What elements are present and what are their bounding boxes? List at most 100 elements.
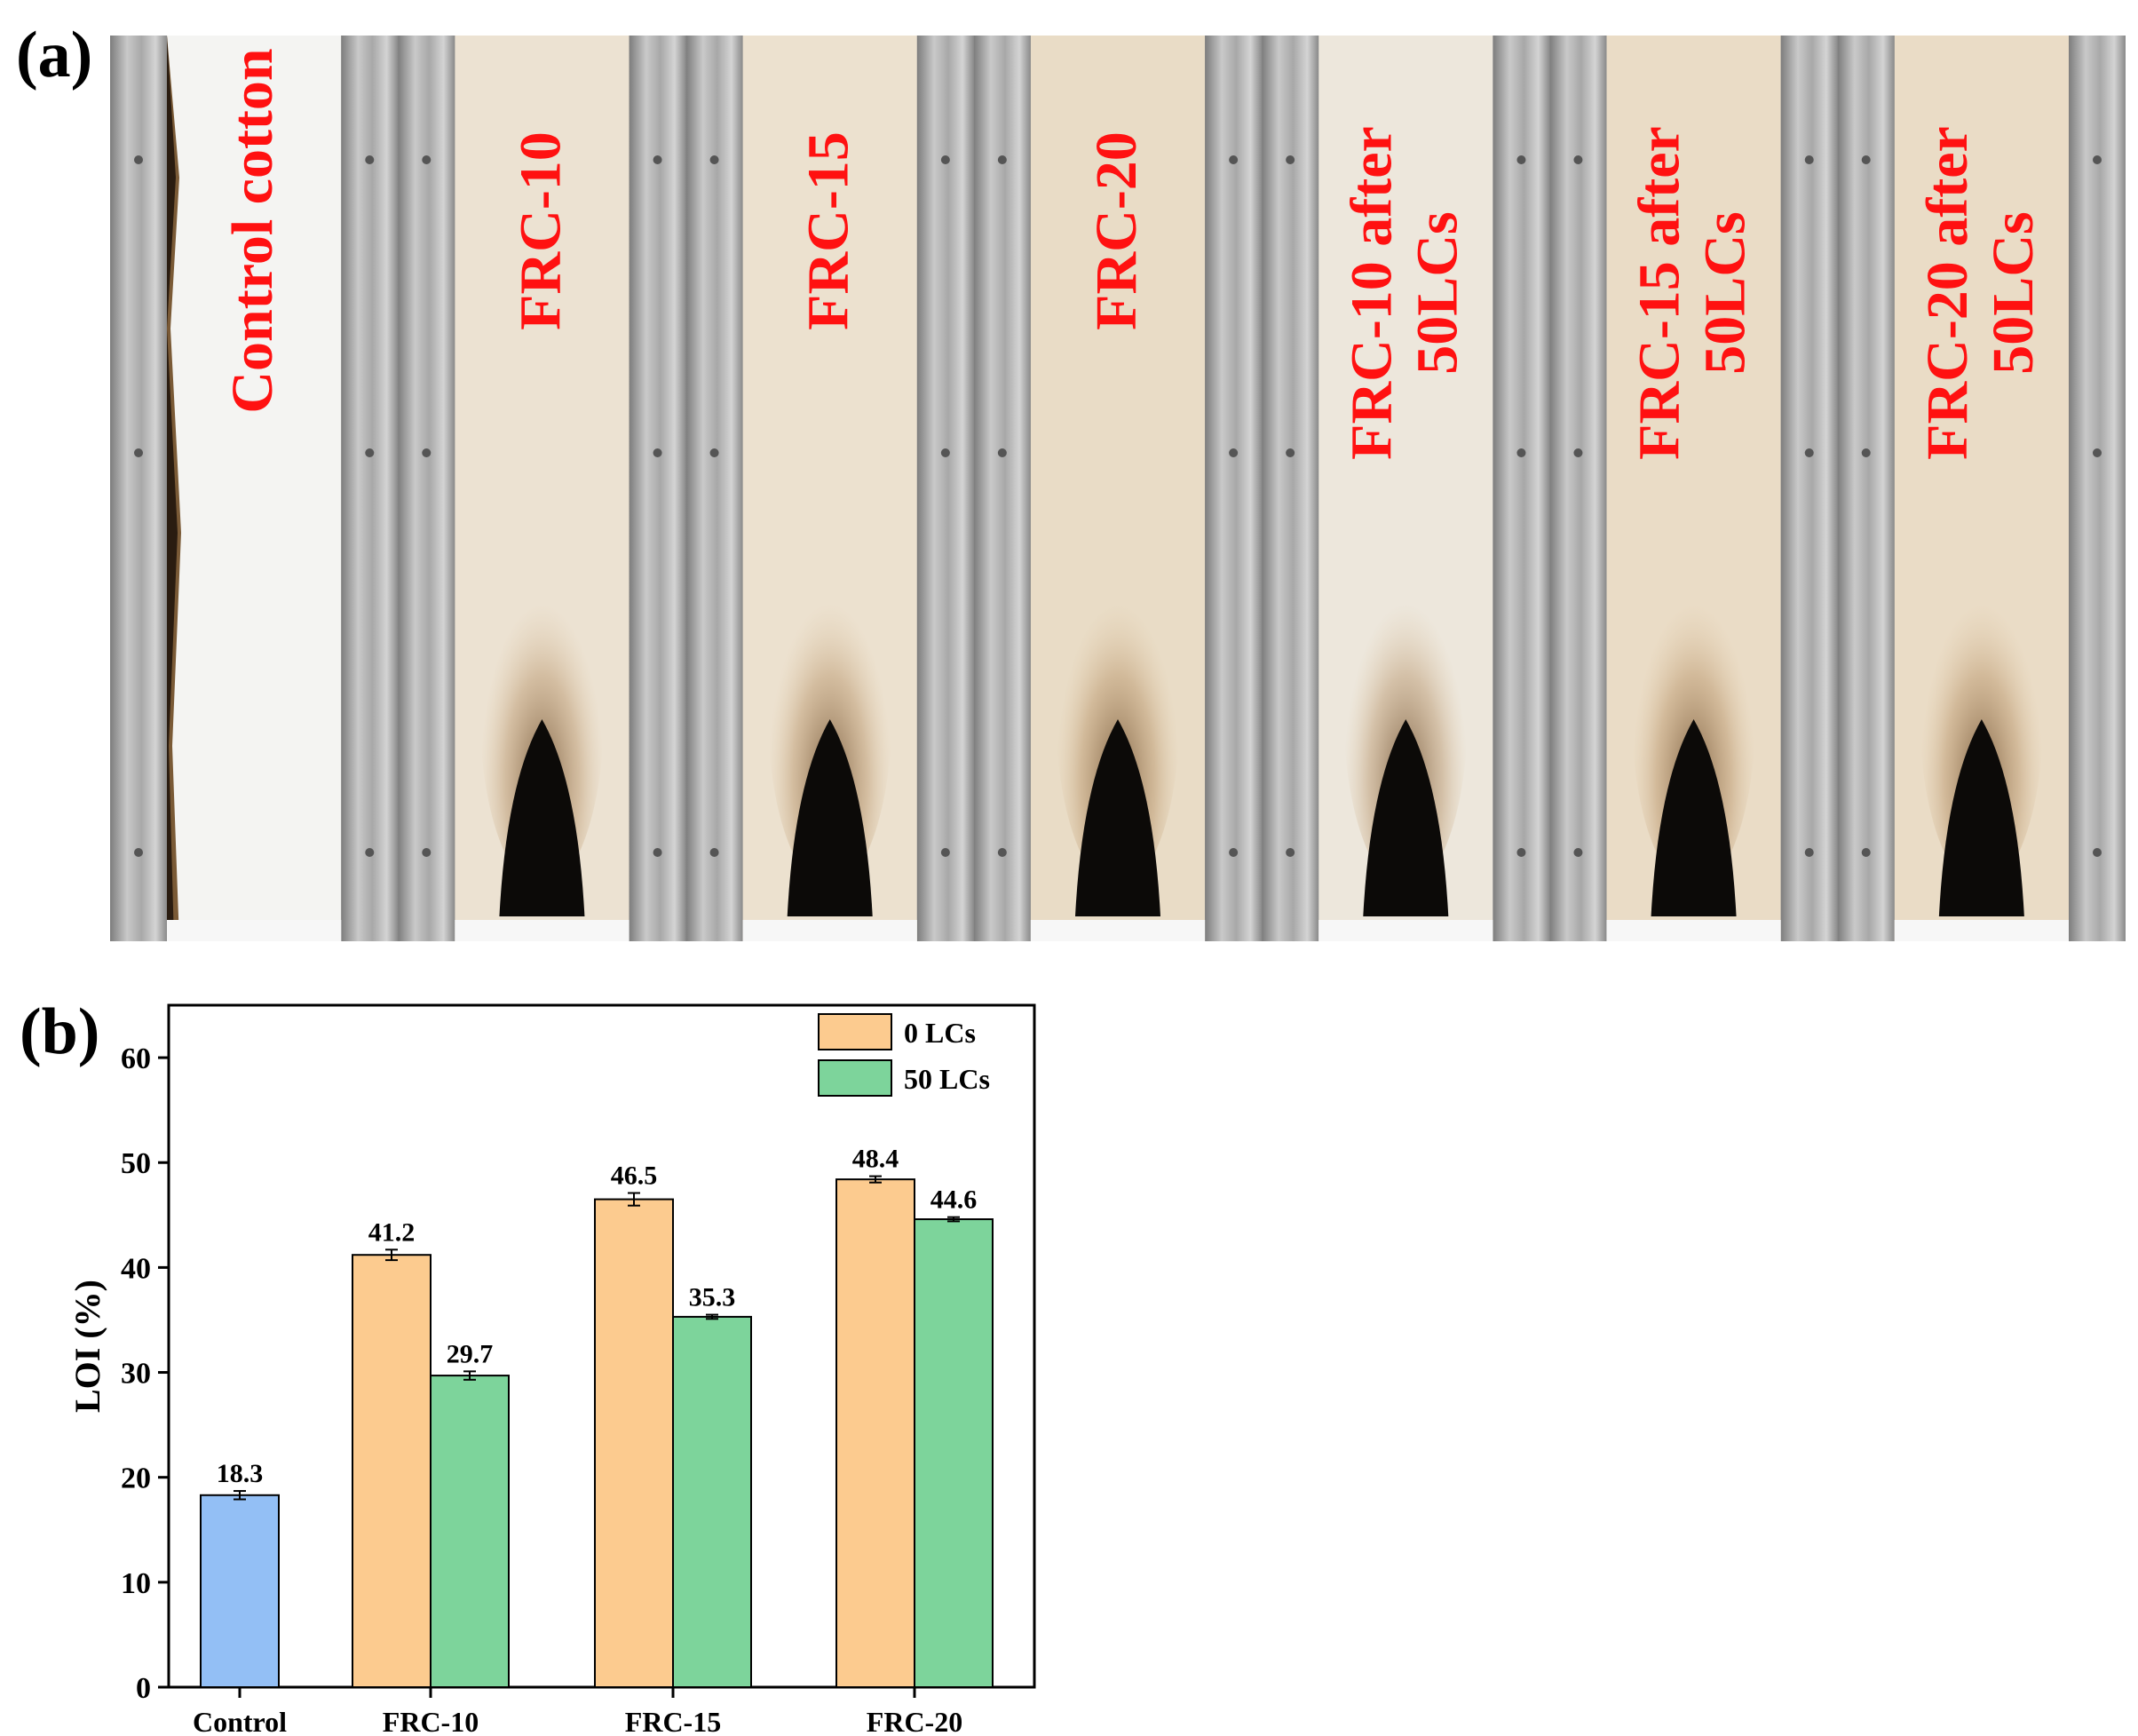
y-tick-label: 50 — [121, 1147, 151, 1180]
panel-a-label: (a) — [16, 19, 93, 91]
screw — [1286, 848, 1295, 857]
screw — [1804, 155, 1814, 164]
screw — [997, 155, 1007, 164]
metal-bar — [973, 36, 1031, 941]
scorch-mark — [1056, 533, 1180, 888]
screw — [1804, 448, 1814, 457]
x-tick-label: FRC-20 — [867, 1706, 962, 1736]
sample-strip: FRC-20 after 50LCs — [1837, 36, 2126, 941]
x-tick-label: FRC-15 — [625, 1706, 721, 1736]
base — [1894, 920, 2069, 941]
metal-bar — [1549, 36, 1607, 941]
sample-strip: FRC-10 after 50LCs — [1262, 36, 1550, 941]
char-mark — [1938, 719, 2024, 916]
screw — [1516, 448, 1526, 457]
sample-label: Control cotton — [220, 48, 285, 413]
y-tick-label: 40 — [121, 1252, 151, 1285]
screw — [997, 448, 1007, 457]
bar-0-lcs — [352, 1254, 432, 1688]
legend-label: 50 LCs — [904, 1063, 990, 1095]
data-label: 48.4 — [852, 1145, 899, 1174]
sample-strip: FRC-15 after 50LCs — [1549, 36, 1838, 941]
sample-label: FRC-20 — [1084, 131, 1149, 330]
base — [742, 920, 917, 941]
char-mark — [787, 719, 873, 916]
sample-label: FRC-10 after — [1339, 126, 1404, 460]
screw — [1516, 155, 1526, 164]
metal-bar — [2069, 36, 2126, 941]
base — [167, 920, 342, 941]
screw — [653, 155, 662, 164]
data-label: 41.2 — [368, 1217, 416, 1247]
bar-50-lcs — [914, 1218, 994, 1688]
char-mark — [1363, 719, 1449, 916]
y-tick-label: 0 — [136, 1672, 151, 1705]
bar-50-lcs — [672, 1315, 752, 1688]
screw — [1229, 848, 1239, 857]
scorch-mark — [1919, 533, 2044, 888]
legend-swatch — [818, 1013, 892, 1050]
screw — [1573, 848, 1583, 857]
screw — [709, 848, 719, 857]
sample-strip: Control cotton — [110, 36, 399, 941]
sample-label: FRC-20 after — [1915, 126, 1980, 460]
x-tick-label: Control — [193, 1706, 287, 1736]
screw — [1861, 848, 1871, 857]
screw — [365, 155, 375, 164]
y-tick-label: 30 — [121, 1358, 151, 1391]
data-label: 35.3 — [689, 1283, 736, 1312]
screw — [2093, 155, 2102, 164]
loi-bar-chart: 0 10 20 30 40 50 60 LOI (%) 18.3 41.2 29.7 46.5 35.3… — [67, 1003, 1036, 1736]
metal-bar — [916, 36, 974, 941]
screw — [997, 848, 1007, 857]
metal-bar — [1837, 36, 1895, 941]
sample-label: FRC-15 — [796, 131, 861, 330]
screw — [1861, 155, 1871, 164]
burnt-edge — [167, 36, 178, 941]
metal-bar — [110, 36, 167, 941]
screw — [1286, 448, 1295, 457]
screw — [940, 155, 950, 164]
screw — [709, 155, 719, 164]
screw — [2093, 848, 2102, 857]
metal-bar — [341, 36, 399, 941]
metal-bar — [1205, 36, 1263, 941]
screw — [422, 848, 432, 857]
base — [1606, 920, 1781, 941]
y-tick-label: 20 — [121, 1463, 151, 1495]
x-tick-label: FRC-10 — [383, 1706, 479, 1736]
y-axis-label: LOI (%) — [67, 1280, 107, 1413]
char-mark — [499, 719, 585, 916]
screw — [1516, 848, 1526, 857]
base — [1030, 920, 1206, 941]
bar-50-lcs — [430, 1375, 510, 1688]
screw — [1286, 155, 1295, 164]
sample-label: 50LCs — [1405, 211, 1469, 374]
screw — [1229, 448, 1239, 457]
metal-bar — [1493, 36, 1550, 941]
bar-0-lcs — [835, 1178, 915, 1689]
screw — [134, 848, 143, 857]
fabric — [167, 36, 342, 941]
screw — [365, 448, 375, 457]
screw — [709, 448, 719, 457]
metal-bar — [1780, 36, 1838, 941]
metal-bar — [1262, 36, 1319, 941]
screw — [940, 848, 950, 857]
photo-drawing: Control cotton FRC-10 FRC-15 FRC-20 FRC-10 a… — [110, 36, 2126, 941]
metal-bar — [685, 36, 743, 941]
screw — [134, 448, 143, 457]
screw — [1804, 848, 1814, 857]
screw — [1573, 155, 1583, 164]
char-mark — [1651, 719, 1737, 916]
metal-bar — [398, 36, 455, 941]
char-mark — [1075, 719, 1160, 916]
sample-label: 50LCs — [1693, 211, 1758, 374]
data-label: 44.6 — [930, 1185, 978, 1215]
bar-0-lcs — [594, 1198, 674, 1689]
screw — [134, 155, 143, 164]
sample-label: FRC-15 after — [1627, 126, 1692, 460]
scorch-mark — [479, 533, 605, 888]
control-bar — [200, 1494, 280, 1688]
screw — [653, 848, 662, 857]
